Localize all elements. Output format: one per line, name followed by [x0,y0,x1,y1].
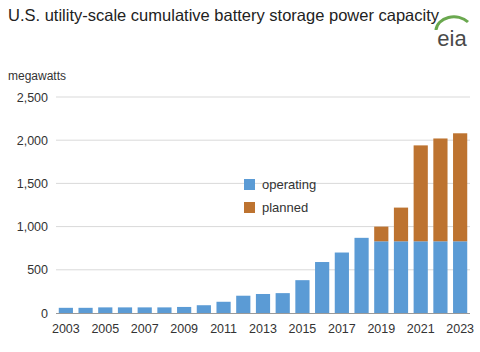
bar [433,241,447,313]
x-tick-label: 2009 [170,322,198,336]
bar [177,307,191,313]
y-tick-label: 1,500 [17,177,48,191]
bar [216,302,230,313]
bar [138,307,152,313]
title: U.S. utility-scale cumulative battery st… [8,6,440,24]
bar [394,241,408,313]
bar [236,295,250,296]
bar [295,280,309,281]
x-tick-label: 2023 [446,322,474,336]
bar [315,262,329,313]
subtitle: megawatts [8,69,66,83]
bar [453,133,467,241]
bar [374,241,388,313]
logo: eia [437,26,467,51]
bar [197,305,211,306]
bar [276,293,290,294]
bar [59,308,73,313]
bar [276,293,290,313]
chart: U.S. utility-scale cumulative battery st… [0,0,480,352]
bar [354,238,368,313]
bar [453,241,467,313]
bar [59,307,73,308]
bar [157,307,171,313]
bar [177,306,191,307]
x-tick-label: 2017 [328,322,356,336]
bar [315,262,329,263]
bar [414,241,428,313]
bar [414,145,428,241]
y-tick-label: 0 [41,307,48,321]
bar [98,307,112,313]
y-tick-label: 1,000 [17,220,48,234]
bar [118,307,132,313]
legend-swatch [244,179,255,190]
legend-swatch [244,202,255,213]
y-tick-label: 2,000 [17,134,48,148]
x-tick-label: 2003 [52,322,80,336]
grid-line [56,97,470,98]
bar [138,307,152,308]
x-tick-label: 2021 [407,322,435,336]
bar [335,252,349,253]
bar [256,293,270,294]
bar [256,294,270,313]
legend-label: planned [262,200,308,215]
grid-line [56,140,470,141]
bar [335,253,349,313]
legend-label: operating [262,177,316,192]
bar [216,301,230,302]
bar [433,138,447,241]
bar [236,296,250,313]
x-axis [56,313,470,314]
bar [98,307,112,308]
x-tick-label: 2005 [91,322,119,336]
bar [118,307,132,308]
bar [157,307,171,308]
x-tick-label: 2015 [289,322,317,336]
bar [354,237,368,238]
bar [374,227,388,242]
y-tick-label: 500 [27,263,48,277]
bar [295,280,309,313]
bars [59,133,467,313]
bar [78,308,92,313]
x-tick-label: 2011 [210,322,237,336]
bar [394,208,408,242]
bar [78,307,92,308]
x-tick-label: 2007 [131,322,159,336]
x-tick-label: 2019 [367,322,395,336]
bar [197,305,211,313]
y-tick-label: 2,500 [17,91,48,105]
x-tick-label: 2013 [249,322,277,336]
